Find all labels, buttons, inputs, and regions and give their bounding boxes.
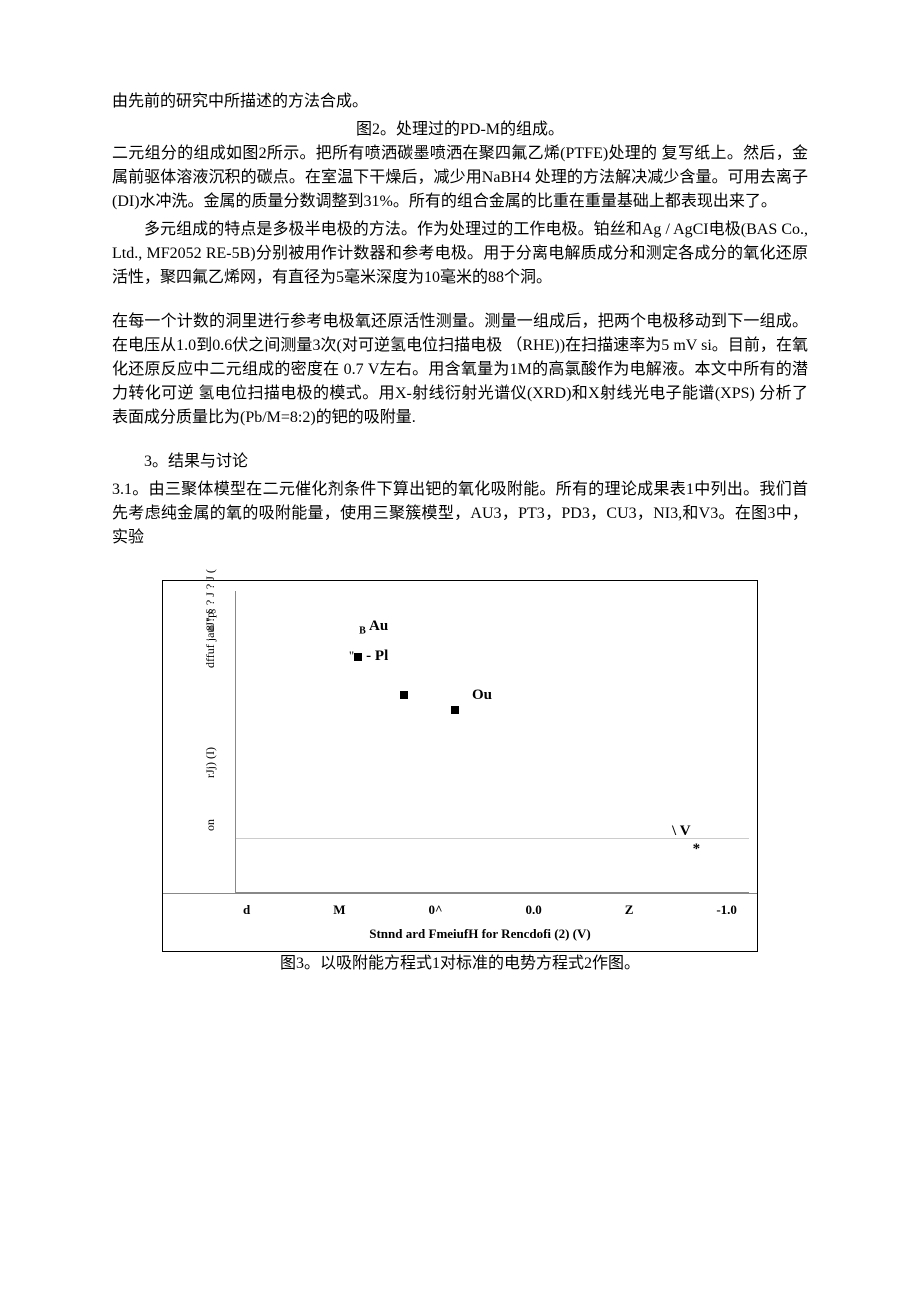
x-tick: 0^: [428, 900, 442, 920]
paragraph-intro: 由先前的研究中所描述的方法合成。: [112, 90, 808, 114]
paragraph-5: 3.1。由三聚体模型在二元催化剂条件下算出钯的氧化吸附能。所有的理论成果表1中列…: [112, 478, 808, 550]
scatter-point: \ V: [672, 820, 690, 843]
scatter-point: [451, 699, 463, 719]
x-axis-ticks: d M 0^ 0.0 Z -1.0: [163, 893, 757, 922]
x-tick: 0.0: [525, 900, 541, 920]
paragraph-2: 二元组分的组成如图2所示。把所有喷洒碳墨喷洒在聚四氟乙烯(PTFE)处理的 复写…: [112, 142, 808, 214]
x-axis-title: Stnnd ard FmeiufH for Rencdofi (2) (V): [163, 922, 757, 952]
scatter-point: B Au: [359, 615, 388, 639]
y-axis-label: dffuf jauJ!p: [201, 612, 219, 668]
figure-2-caption: 图2。处理过的PD-M的组成。: [112, 118, 808, 142]
y-axis-label: rJj) (I): [201, 747, 219, 778]
x-tick: Z: [625, 900, 634, 920]
y-axis-label: on: [201, 819, 219, 831]
y-axis-labels: 8 " § ? J ? J (dffuf jauJ!prJj) (I)on: [163, 581, 233, 893]
paragraph-4: 在每一个计数的洞里进行参考电极氧还原活性测量。测量一组成后，把两个电极移动到下一…: [112, 310, 808, 430]
figure-3-chart: 8 " § ? J ? J (dffuf jauJ!prJj) (I)onB A…: [162, 580, 758, 952]
figure-3-caption: 图3。以吸附能方程式1对标准的电势方程式2作图。: [112, 952, 808, 976]
x-tick: -1.0: [716, 900, 737, 920]
scatter-point: [400, 684, 412, 704]
scatter-point: "- Pl: [349, 645, 388, 668]
scatter-point: Ou: [472, 684, 492, 707]
paragraph-3: 多元组成的特点是多极半电极的方法。作为处理过的工作电极。铂丝和Ag / AgCI…: [112, 218, 808, 290]
section-3-title: 3。结果与讨论: [112, 450, 808, 474]
x-tick: d: [243, 900, 250, 920]
x-tick: M: [333, 900, 345, 920]
plot-area: B Au "- Pl Ou \ V*: [235, 591, 749, 893]
scatter-point: *: [693, 838, 701, 861]
